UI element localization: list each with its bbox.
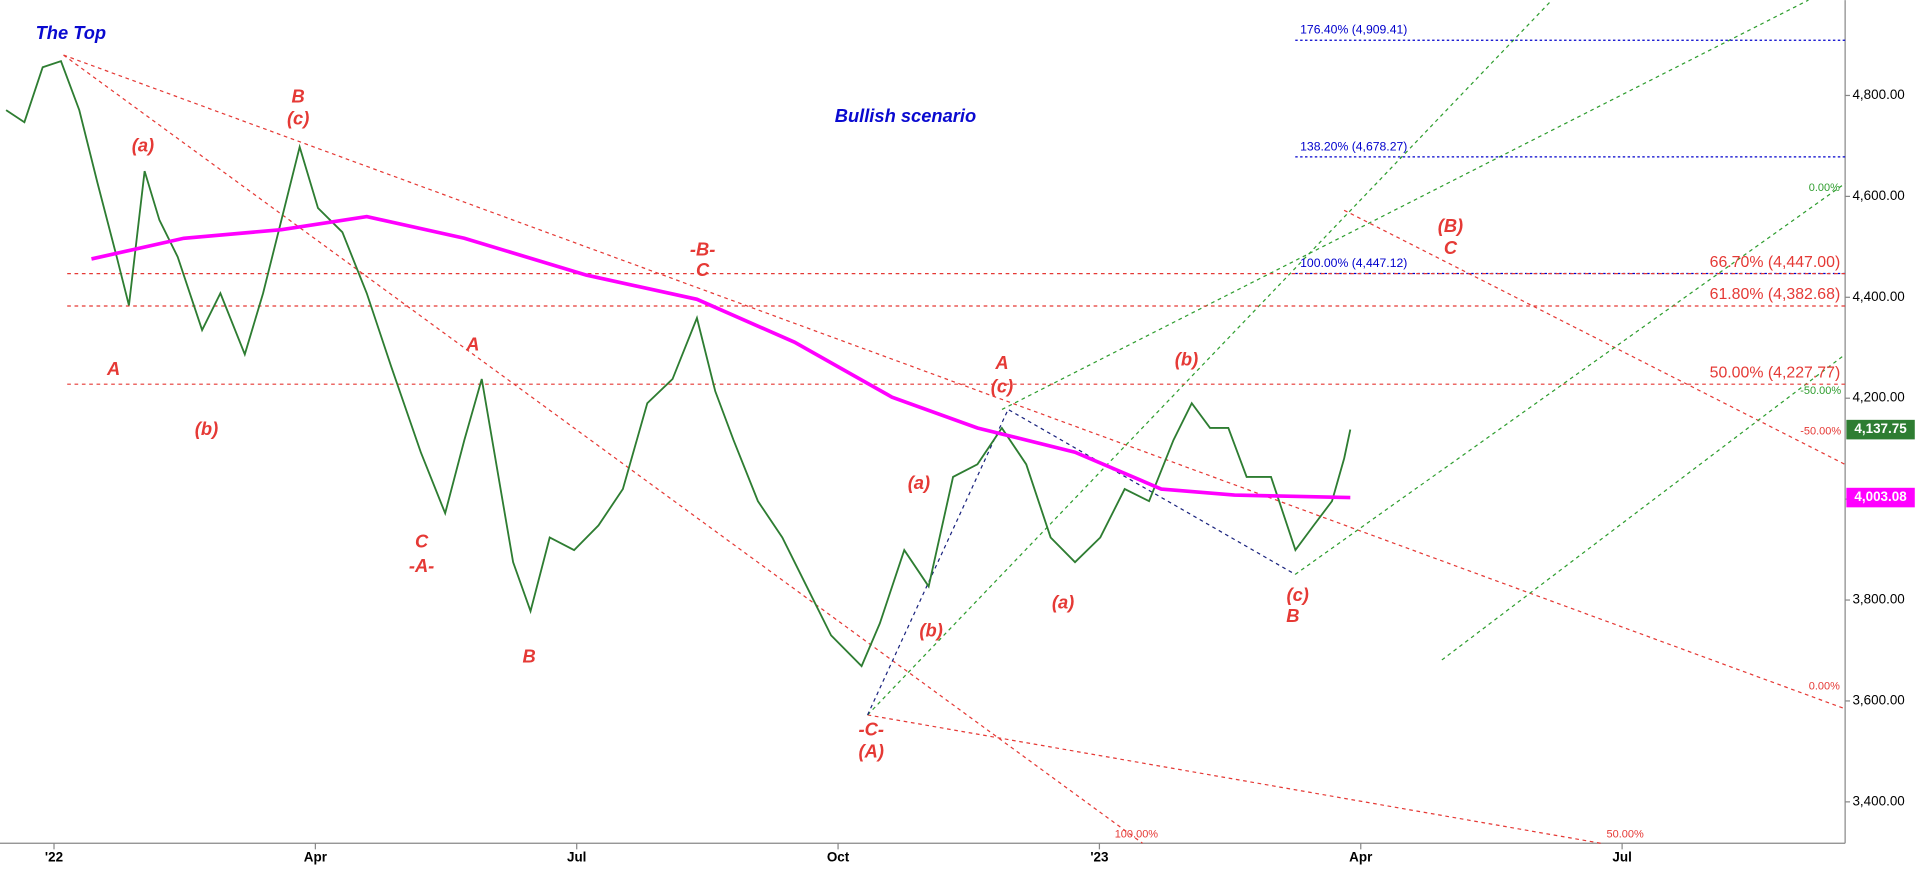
last-value-box	[1846, 419, 1915, 440]
annotation: C	[696, 259, 710, 280]
x-tick-label: '22	[45, 849, 63, 864]
fib-label: 138.20% (4,678.27)	[1300, 139, 1407, 153]
annotation: 50.00%	[1607, 829, 1644, 841]
channel-line	[1294, 182, 1846, 575]
y-tick-label: 3,600.00	[1852, 692, 1904, 707]
annotation: -C-	[859, 719, 884, 740]
annotation: (B)	[1438, 215, 1463, 236]
annotation: (b)	[919, 620, 942, 641]
channel-line	[63, 54, 1143, 844]
annotation: 0.00%	[1809, 182, 1840, 194]
annotation: 0.00%	[1809, 681, 1840, 693]
moving-average	[91, 214, 1351, 500]
last-value-box	[1846, 487, 1915, 508]
y-tick-label: 3,400.00	[1852, 793, 1904, 808]
annotation: A	[465, 334, 479, 355]
fib-label: 176.40% (4,909.41)	[1300, 23, 1407, 37]
y-tick-label: 4,400.00	[1852, 289, 1904, 304]
annotation: Bullish scenario	[835, 105, 976, 126]
annotation: (b)	[195, 418, 218, 439]
x-tick-label: Jul	[567, 849, 586, 864]
x-tick-label: '23	[1090, 849, 1108, 864]
x-tick-label: Oct	[827, 849, 850, 864]
annotation: (A)	[859, 741, 884, 762]
last-value-label: 4,137.75	[1854, 421, 1907, 436]
annotation: (a)	[1052, 592, 1074, 613]
fib-label: 50.00% (4,227.77)	[1710, 364, 1841, 381]
x-tick-label: Jul	[1612, 849, 1631, 864]
y-tick-label: 4,200.00	[1852, 390, 1904, 405]
x-tick-label: Apr	[304, 849, 328, 864]
annotation: (b)	[1175, 348, 1198, 369]
annotation: -A-	[409, 555, 434, 576]
channel-line	[867, 0, 1553, 716]
annotation: (a)	[908, 472, 930, 493]
annotation: B	[1286, 605, 1299, 626]
fib-label: 61.80% (4,382.68)	[1710, 286, 1841, 303]
annotation: C	[415, 530, 429, 551]
annotation: A	[994, 352, 1008, 373]
price-line	[5, 60, 1352, 668]
channels	[63, 0, 1846, 844]
annotation: C	[1444, 237, 1458, 258]
y-tick-label: 3,800.00	[1852, 592, 1904, 607]
annotation: -B-	[690, 238, 715, 259]
annotation: -50.00%	[1800, 385, 1841, 397]
y-tick-label: 4,800.00	[1852, 87, 1904, 102]
annotation: The Top	[36, 22, 107, 43]
annotation: (c)	[287, 108, 309, 129]
annotation: A	[106, 358, 120, 379]
annotation: (c)	[991, 375, 1013, 396]
channel-line	[867, 408, 1296, 716]
fib-label: 66.70% (4,447.00)	[1710, 254, 1841, 271]
annotation: B	[292, 86, 305, 107]
last-value-label: 4,003.08	[1854, 489, 1907, 504]
y-tick-label: 4,600.00	[1852, 188, 1904, 203]
annotation: B	[522, 645, 535, 666]
annotation: (a)	[132, 135, 154, 156]
annotation: -50.00%	[1800, 425, 1841, 437]
fib-label: 100.00% (4,447.12)	[1300, 256, 1407, 270]
x-tick-label: Apr	[1349, 849, 1373, 864]
channel-line	[1343, 209, 1846, 465]
annotation: 100.00%	[1115, 829, 1159, 841]
annotation: (c)	[1287, 584, 1309, 605]
channel-line	[63, 54, 1846, 710]
